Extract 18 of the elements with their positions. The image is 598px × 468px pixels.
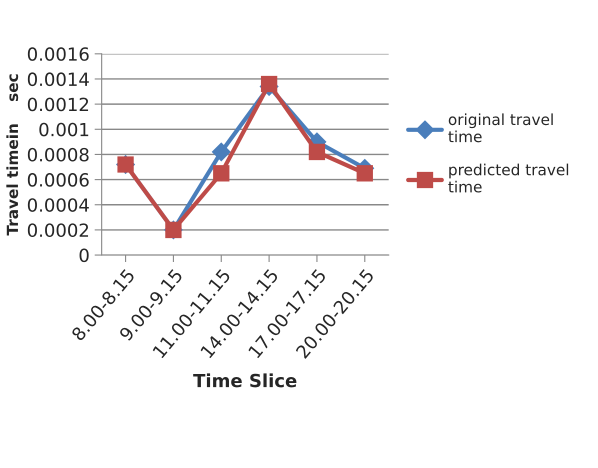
legend-label: original travel time: [448, 113, 553, 142]
y-tick-label: 0.0006: [28, 173, 89, 187]
y-tick-label: 0.001: [39, 122, 88, 136]
y-tick-label: 0.0004: [28, 198, 89, 212]
point: [212, 142, 231, 162]
x-axis-title: Time Slice: [193, 373, 296, 388]
y-tick-label: 0.0012: [28, 98, 88, 112]
y-tick-label: 0.0016: [28, 47, 89, 61]
point: [213, 165, 230, 182]
y-axis-title: Travel timein sec: [6, 74, 18, 236]
point: [356, 165, 373, 182]
point: [260, 76, 278, 92]
y-tick-label: 0: [80, 248, 89, 262]
y-tick-label: 0.0008: [28, 148, 89, 162]
y-tick-label: 0.0014: [28, 72, 89, 86]
point: [308, 144, 326, 160]
legend-label: predicted travel time: [448, 164, 568, 193]
y-tick-label: 0.0002: [28, 223, 88, 238]
